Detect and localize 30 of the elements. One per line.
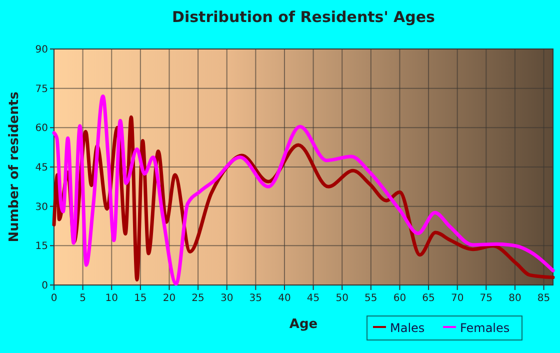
x-tick-label: 45: [306, 293, 320, 304]
x-tick-label: 40: [278, 293, 291, 304]
x-tick-label: 35: [249, 293, 262, 304]
chart-title: Distribution of Residents' Ages: [172, 8, 436, 26]
y-tick-label: 90: [35, 44, 48, 56]
x-tick-label: 10: [105, 293, 118, 304]
y-tick-label: 15: [35, 241, 48, 252]
y-tick-label: 75: [35, 84, 48, 95]
x-axis-title: Age: [289, 317, 318, 332]
x-tick-label: 50: [336, 293, 348, 304]
x-tick-label: 15: [134, 293, 147, 304]
x-tick-label: 5: [80, 293, 86, 304]
legend-label: Males: [390, 321, 425, 335]
x-tick-label: 55: [364, 293, 378, 304]
x-tick-label: 30: [220, 293, 234, 304]
y-axis-title: Number of residents: [7, 91, 22, 242]
x-tick-label: 0: [50, 293, 58, 304]
y-tick-label: 30: [35, 202, 48, 213]
y-tick-label: 60: [35, 123, 48, 134]
x-tick-label: 85: [537, 293, 550, 304]
x-tick-label: 80: [508, 293, 522, 304]
x-tick-label: 70: [450, 293, 464, 304]
y-tick-label: 0: [42, 280, 48, 292]
legend-label: Females: [460, 321, 510, 335]
y-tick-label: 45: [35, 162, 48, 174]
x-tick-label: 20: [162, 293, 176, 304]
x-tick-label: 65: [422, 293, 435, 304]
x-tick-label: 75: [480, 293, 493, 304]
x-tick-label: 25: [192, 293, 204, 304]
x-tick-label: 60: [393, 293, 406, 304]
